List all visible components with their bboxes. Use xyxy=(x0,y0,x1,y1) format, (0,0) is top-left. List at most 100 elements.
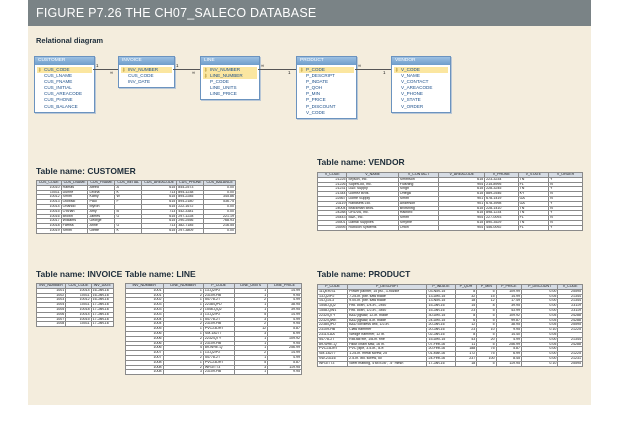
attribute-label: P_DISCOUNT xyxy=(306,103,336,109)
figure-title: FIGURE P7.26 THE CH07_SALECO DATABASE xyxy=(28,0,591,26)
vendor-table: V_CODE V_NAME V_CONTACT V_AREACODE V_PHONE V_… xyxy=(316,172,583,231)
table-cell: 615 xyxy=(141,227,178,234)
table-cell: 10011 xyxy=(65,321,92,328)
table-header-row: INV_NUMBER CUS_CODE INV_DATE xyxy=(35,283,115,289)
attribute-label: LINE_PRICE xyxy=(210,91,237,97)
relationship-line xyxy=(93,69,118,70)
table-cell: 297-3809 xyxy=(176,227,205,234)
entity-product: PRODUCT ⚷ P_CODE P_DESCRIPT P_INDATE P_QOH P_M… xyxy=(296,56,357,119)
column-header: CUS_CODE xyxy=(36,180,62,186)
entity-attributes: ⚷ INV_NUMBER CUS_CODE INV_DATE xyxy=(119,65,174,87)
table-cell: WR3/TT3 xyxy=(316,360,349,367)
table-cell: K xyxy=(114,227,143,234)
table-cell: 1008 xyxy=(35,321,67,328)
table-row: 25443 B&K, Inc. Smith 904 227-0093 FL N xyxy=(316,215,583,221)
cardinality-label: 1 xyxy=(176,63,179,68)
primary-key-attribute: ⚷ P_CODE xyxy=(299,67,354,74)
figure-panel: Relational diagram CUSTOMER ⚷ CUS_CODE CUS_… xyxy=(28,26,591,405)
table-row: PVC23DRT PVC pipe, 3.5-in., 8-ft 20-Feb-16… xyxy=(316,346,583,353)
attribute-label: V_CODE xyxy=(306,109,325,115)
attribute-label: CUS_LNAME xyxy=(44,73,73,79)
entity-attributes: ⚷ INV_NUMBER ⚷ LINE_NUMBER P_CODE LINE_UNITS L… xyxy=(201,65,259,99)
key-icon: ⚷ xyxy=(38,67,42,72)
relational-diagram-title: Relational diagram xyxy=(36,36,104,45)
table-row: 1004 2 23109-HB 2 9.95 xyxy=(125,321,302,328)
table-cell: Olette xyxy=(87,227,116,234)
attribute-label: CUS_CODE xyxy=(128,73,154,79)
table-cell: Y xyxy=(548,224,583,231)
primary-key-attribute: ⚷ LINE_NUMBER xyxy=(203,73,257,80)
table-cell: 18 xyxy=(454,360,478,367)
table-cell: Steel matting, 4'x8'x1/6", .5" mesh xyxy=(347,360,428,367)
table-header-row: P_CODE P_DESCRIPT P_INDATE P_QOH P_MIN P_PRIC… xyxy=(316,284,583,290)
table-cell: 0.10 xyxy=(521,360,559,367)
column-header: CUS_PHONE xyxy=(176,180,205,186)
table-cell: Orton xyxy=(397,224,440,231)
attribute-label: INV_NUMBER xyxy=(210,67,241,72)
entity-line: LINE ⚷ INV_NUMBER ⚷ LINE_NUMBER P_CODE LINE_UN… xyxy=(200,56,260,101)
table-cell: Smith xyxy=(60,227,89,234)
product-table: P_CODE P_DESCRIPT P_INDATE P_QOH P_MIN P_PRIC… xyxy=(316,284,583,367)
column-header: CUS_FNAME xyxy=(87,180,116,186)
table-row: WR3/TT3 Steel matting, 4'x8'x1/6", .5" me… xyxy=(316,360,583,367)
column-header: CUS_AREACODE xyxy=(141,180,178,186)
entity-name: PRODUCT xyxy=(297,57,356,65)
cardinality-label: ∞ xyxy=(110,70,114,75)
table-cell: 10019 xyxy=(36,227,62,234)
attribute-label: CUS_PHONE xyxy=(44,97,73,103)
attribute-label: P_CODE xyxy=(306,67,325,72)
table-cell: Rubicon Systems xyxy=(346,224,399,231)
attribute-label: V_NAME xyxy=(401,73,420,79)
table-cell: 23109-HB xyxy=(202,369,235,376)
entity-customer: CUSTOMER ⚷ CUS_CODE CUS_LNAME CUS_FNAME CUS_I… xyxy=(34,56,95,113)
cardinality-label: 1 xyxy=(383,70,386,75)
table-row: 25595 Rubicon Systems Orton 904 456-0092 FL Y xyxy=(316,224,583,231)
primary-key-attribute: ⚷ INV_NUMBER xyxy=(203,67,257,74)
column-header: CUS_LNAME xyxy=(60,180,89,186)
table-cell: 1 xyxy=(233,369,269,376)
key-icon: ⚷ xyxy=(204,73,208,79)
entity-attributes: ⚷ CUS_CODE CUS_LNAME CUS_FNAME CUS_INITIAL CU… xyxy=(35,65,94,112)
attribute-label: CUS_CODE xyxy=(44,67,70,72)
attribute-label: P_CODE xyxy=(210,79,229,85)
line-table-title: Table name: LINE xyxy=(125,269,196,279)
relationship-line xyxy=(258,69,296,70)
column-header: INV_NUMBER xyxy=(35,283,67,289)
entity-name: LINE xyxy=(201,57,259,65)
column-header: INV_DATE xyxy=(90,283,115,289)
relationship-line xyxy=(355,69,391,70)
cardinality-label: ∞ xyxy=(192,70,196,75)
key-icon: ⚷ xyxy=(122,67,126,72)
invoice-table-title: Table name: INVOICE xyxy=(36,269,123,279)
attribute-label: LINE_UNITS xyxy=(210,85,237,91)
attribute-label: CUS_BALANCE xyxy=(44,103,78,109)
attribute-label: V_PHONE xyxy=(401,91,423,97)
cardinality-label: 1 xyxy=(288,70,291,75)
table-header-row: INV_NUMBER LINE_NUMBER P_CODE LINE_UNITS LIN… xyxy=(125,283,302,289)
attribute-label: INV_DATE xyxy=(128,79,151,85)
attribute-label: V_ORDER xyxy=(401,103,424,109)
attribute-label: CUS_FNAME xyxy=(44,79,73,85)
key-icon: ⚷ xyxy=(204,67,208,72)
table-row: SW-23116 2.5-in. wd. screw, 50 24-Feb-16 23… xyxy=(316,355,583,362)
attribute-label: P_QOH xyxy=(306,85,323,91)
attribute-label: V_STATE xyxy=(401,97,421,103)
cardinality-label: ∞ xyxy=(261,63,265,68)
table-row: 1006 2 2232/QTY 1 109.92 xyxy=(125,335,302,342)
column-header: CUS_BALANCE xyxy=(203,180,236,186)
table-header-row: CUS_CODE CUS_LNAME CUS_FNAME CUS_INITIAL CUS… xyxy=(36,180,236,186)
entity-attributes: ⚷ P_CODE P_DESCRIPT P_INDATE P_QOH P_MIN P_PRI… xyxy=(297,65,356,118)
table-cell: FL xyxy=(517,224,550,231)
cardinality-label: ∞ xyxy=(358,63,362,68)
table-cell: 9.95 xyxy=(267,369,302,376)
attribute-label: LINE_NUMBER xyxy=(210,73,243,79)
line-table: INV_NUMBER LINE_NUMBER P_CODE LINE_UNITS LIN… xyxy=(125,283,302,376)
vendor-table-title: Table name: VENDOR xyxy=(317,157,405,167)
table-cell: 1008 xyxy=(125,369,164,376)
entity-invoice: INVOICE ⚷ INV_NUMBER CUS_CODE INV_DATE xyxy=(118,56,175,89)
entity-name: CUSTOMER xyxy=(35,57,94,65)
table-row: 21225 Bryson, Inc. Smithson 615 223-3234 TN Y xyxy=(316,176,583,183)
cardinality-label: 1 xyxy=(96,63,99,68)
table-row: 10017 Williams George 615 290-2556 768.93 xyxy=(36,218,236,225)
column-header: CUS_INITIAL xyxy=(114,180,143,186)
